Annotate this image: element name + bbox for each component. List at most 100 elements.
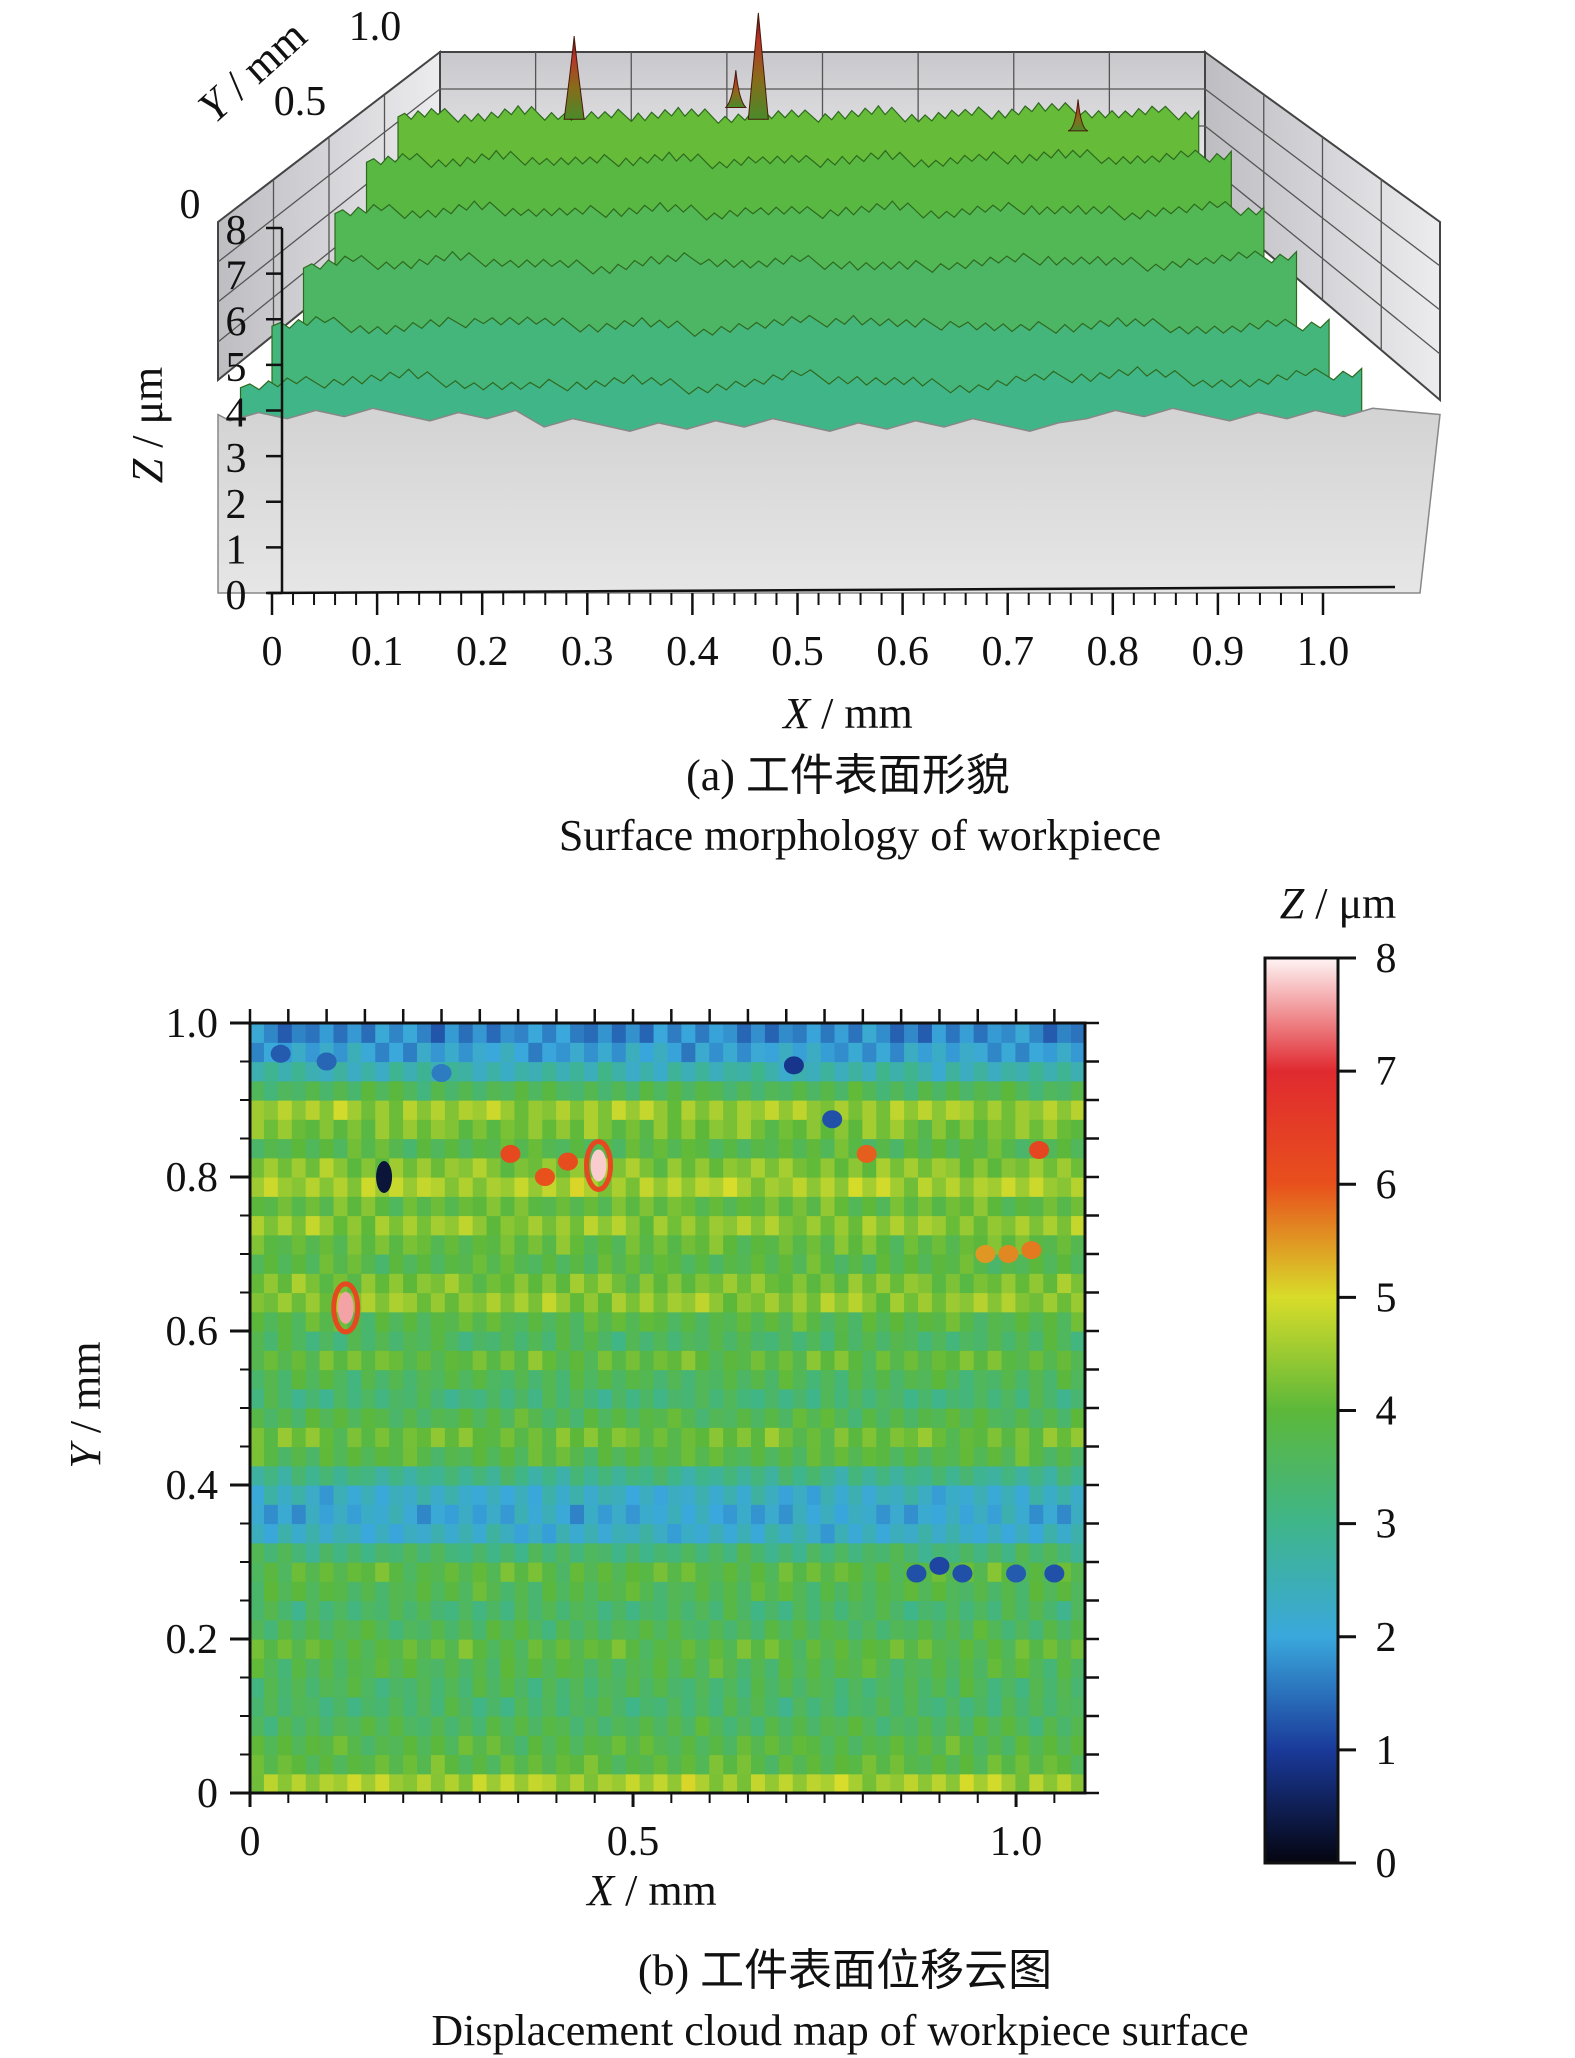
- heatmap-cell: [820, 1369, 836, 1390]
- heatmap-cell: [987, 1446, 1003, 1467]
- heatmap-cell: [528, 1234, 543, 1255]
- heatmap-cell: [500, 1465, 516, 1486]
- heatmap-cell: [333, 1562, 349, 1582]
- heatmap-cell: [305, 1754, 321, 1775]
- colorbar-tick-label: 6: [1376, 1162, 1397, 1208]
- heatmap-cell: [904, 1581, 919, 1602]
- heatmap-cell: [458, 1196, 474, 1217]
- heatmap-cell: [1043, 1273, 1058, 1294]
- heatmap-cell: [333, 1716, 349, 1736]
- heatmap-cell: [333, 1196, 349, 1217]
- heatmap-cell: [291, 1735, 307, 1756]
- heatmap-cell: [1015, 1446, 1030, 1467]
- heatmap-cell: [1001, 1157, 1017, 1178]
- heatmap-cell: [834, 1177, 850, 1197]
- heatmap-cell: [361, 1427, 376, 1448]
- heatmap-cell: [1071, 1716, 1086, 1736]
- heatmap-cell: [904, 1177, 919, 1197]
- heatmap-cell: [417, 1581, 432, 1602]
- heatmap-cell: [361, 1754, 376, 1775]
- heatmap-cell: [458, 1080, 474, 1101]
- heatmap-cell: [250, 1369, 265, 1390]
- heatmap-cell: [570, 1254, 585, 1274]
- heatmap-cell: [250, 1485, 265, 1505]
- z-tick-label-a: 0: [226, 573, 247, 619]
- heatmap-cell: [486, 1234, 502, 1255]
- heatmap-cell: [1029, 1408, 1044, 1428]
- heatmap-cell: [417, 1023, 432, 1043]
- heatmap-cell: [834, 1562, 850, 1582]
- heatmap-cell: [834, 1427, 850, 1448]
- heatmap-cell: [514, 1119, 529, 1140]
- heatmap-cell: [945, 1331, 961, 1351]
- heatmap-cell: [1001, 1177, 1017, 1197]
- heatmap-cell: [792, 1677, 808, 1698]
- heatmap-cell: [862, 1388, 877, 1409]
- heatmap-cell: [667, 1042, 683, 1063]
- heatmap-cell: [361, 1080, 376, 1101]
- z-tick-label-a: 6: [226, 299, 247, 345]
- heatmap-cell: [1071, 1196, 1086, 1217]
- heatmap-cell: [945, 1100, 961, 1120]
- heatmap-cell: [806, 1388, 822, 1409]
- heatmap-cell: [876, 1485, 891, 1505]
- heatmap-cell: [542, 1292, 557, 1313]
- heatmap-cell: [584, 1196, 599, 1217]
- heatmap-cell: [486, 1196, 502, 1217]
- heatmap-cell: [570, 1138, 585, 1159]
- heatmap-cell: [611, 1023, 627, 1043]
- heatmap-cell: [263, 1331, 279, 1351]
- heatmap-cell: [333, 1177, 349, 1197]
- heatmap-cell: [389, 1119, 404, 1140]
- heatmap-cell: [653, 1100, 669, 1120]
- heatmap-cell: [778, 1446, 794, 1467]
- heatmap-cell: [319, 1504, 335, 1525]
- heatmap-cell: [820, 1331, 836, 1351]
- heatmap-cell: [611, 1600, 627, 1621]
- heatmap-cell: [472, 1157, 488, 1178]
- heatmap-cell: [667, 1408, 683, 1428]
- heatmap-cell: [737, 1157, 752, 1178]
- heatmap-cell: [1015, 1388, 1030, 1409]
- heatmap-cell: [834, 1581, 850, 1602]
- heatmap-cell: [973, 1292, 989, 1313]
- heatmap-cell: [361, 1369, 376, 1390]
- heatmap-cell: [876, 1157, 891, 1178]
- heatmap-cell: [876, 1061, 891, 1082]
- heatmap-cell: [458, 1735, 474, 1756]
- heatmap-cell: [458, 1427, 474, 1448]
- heatmap-cell: [375, 1138, 390, 1159]
- heatmap-cell: [848, 1080, 863, 1101]
- heatmap-cell: [639, 1658, 655, 1679]
- heatmap-cell: [250, 1061, 265, 1082]
- heatmap-cell: [806, 1100, 822, 1120]
- x-axis-label-a: X / mm: [781, 689, 913, 738]
- heatmap-cell: [751, 1408, 766, 1428]
- heatmap-cell: [597, 1196, 613, 1217]
- heatmap-cell: [1043, 1581, 1058, 1602]
- heatmap-cell: [403, 1562, 418, 1582]
- heatmap-cell: [778, 1427, 794, 1448]
- heatmap-cell: [486, 1292, 502, 1313]
- heatmap-cell: [1071, 1042, 1086, 1063]
- heatmap-cell: [751, 1234, 766, 1255]
- heatmap-cell: [639, 1581, 655, 1602]
- heatmap-cell: [751, 1716, 766, 1736]
- heatmap-cell: [570, 1215, 585, 1236]
- heatmap-cell: [667, 1215, 683, 1236]
- heatmap-cell: [1029, 1504, 1044, 1525]
- heatmap-cell: [820, 1061, 836, 1082]
- heatmap-cell: [737, 1696, 752, 1717]
- heatmap-cell: [305, 1446, 321, 1467]
- heatmap-cell: [361, 1408, 376, 1428]
- heatmap-cell: [375, 1658, 390, 1679]
- heatmap-cell: [792, 1735, 808, 1756]
- heatmap-cell: [751, 1023, 766, 1043]
- heatmap-cell: [528, 1773, 543, 1794]
- heatmap-cell: [723, 1658, 738, 1679]
- heatmap-cell: [848, 1331, 863, 1351]
- heatmap-cell: [890, 1716, 905, 1736]
- x-tick-label-a: 0.5: [771, 629, 824, 675]
- heatmap-cell: [890, 1619, 905, 1640]
